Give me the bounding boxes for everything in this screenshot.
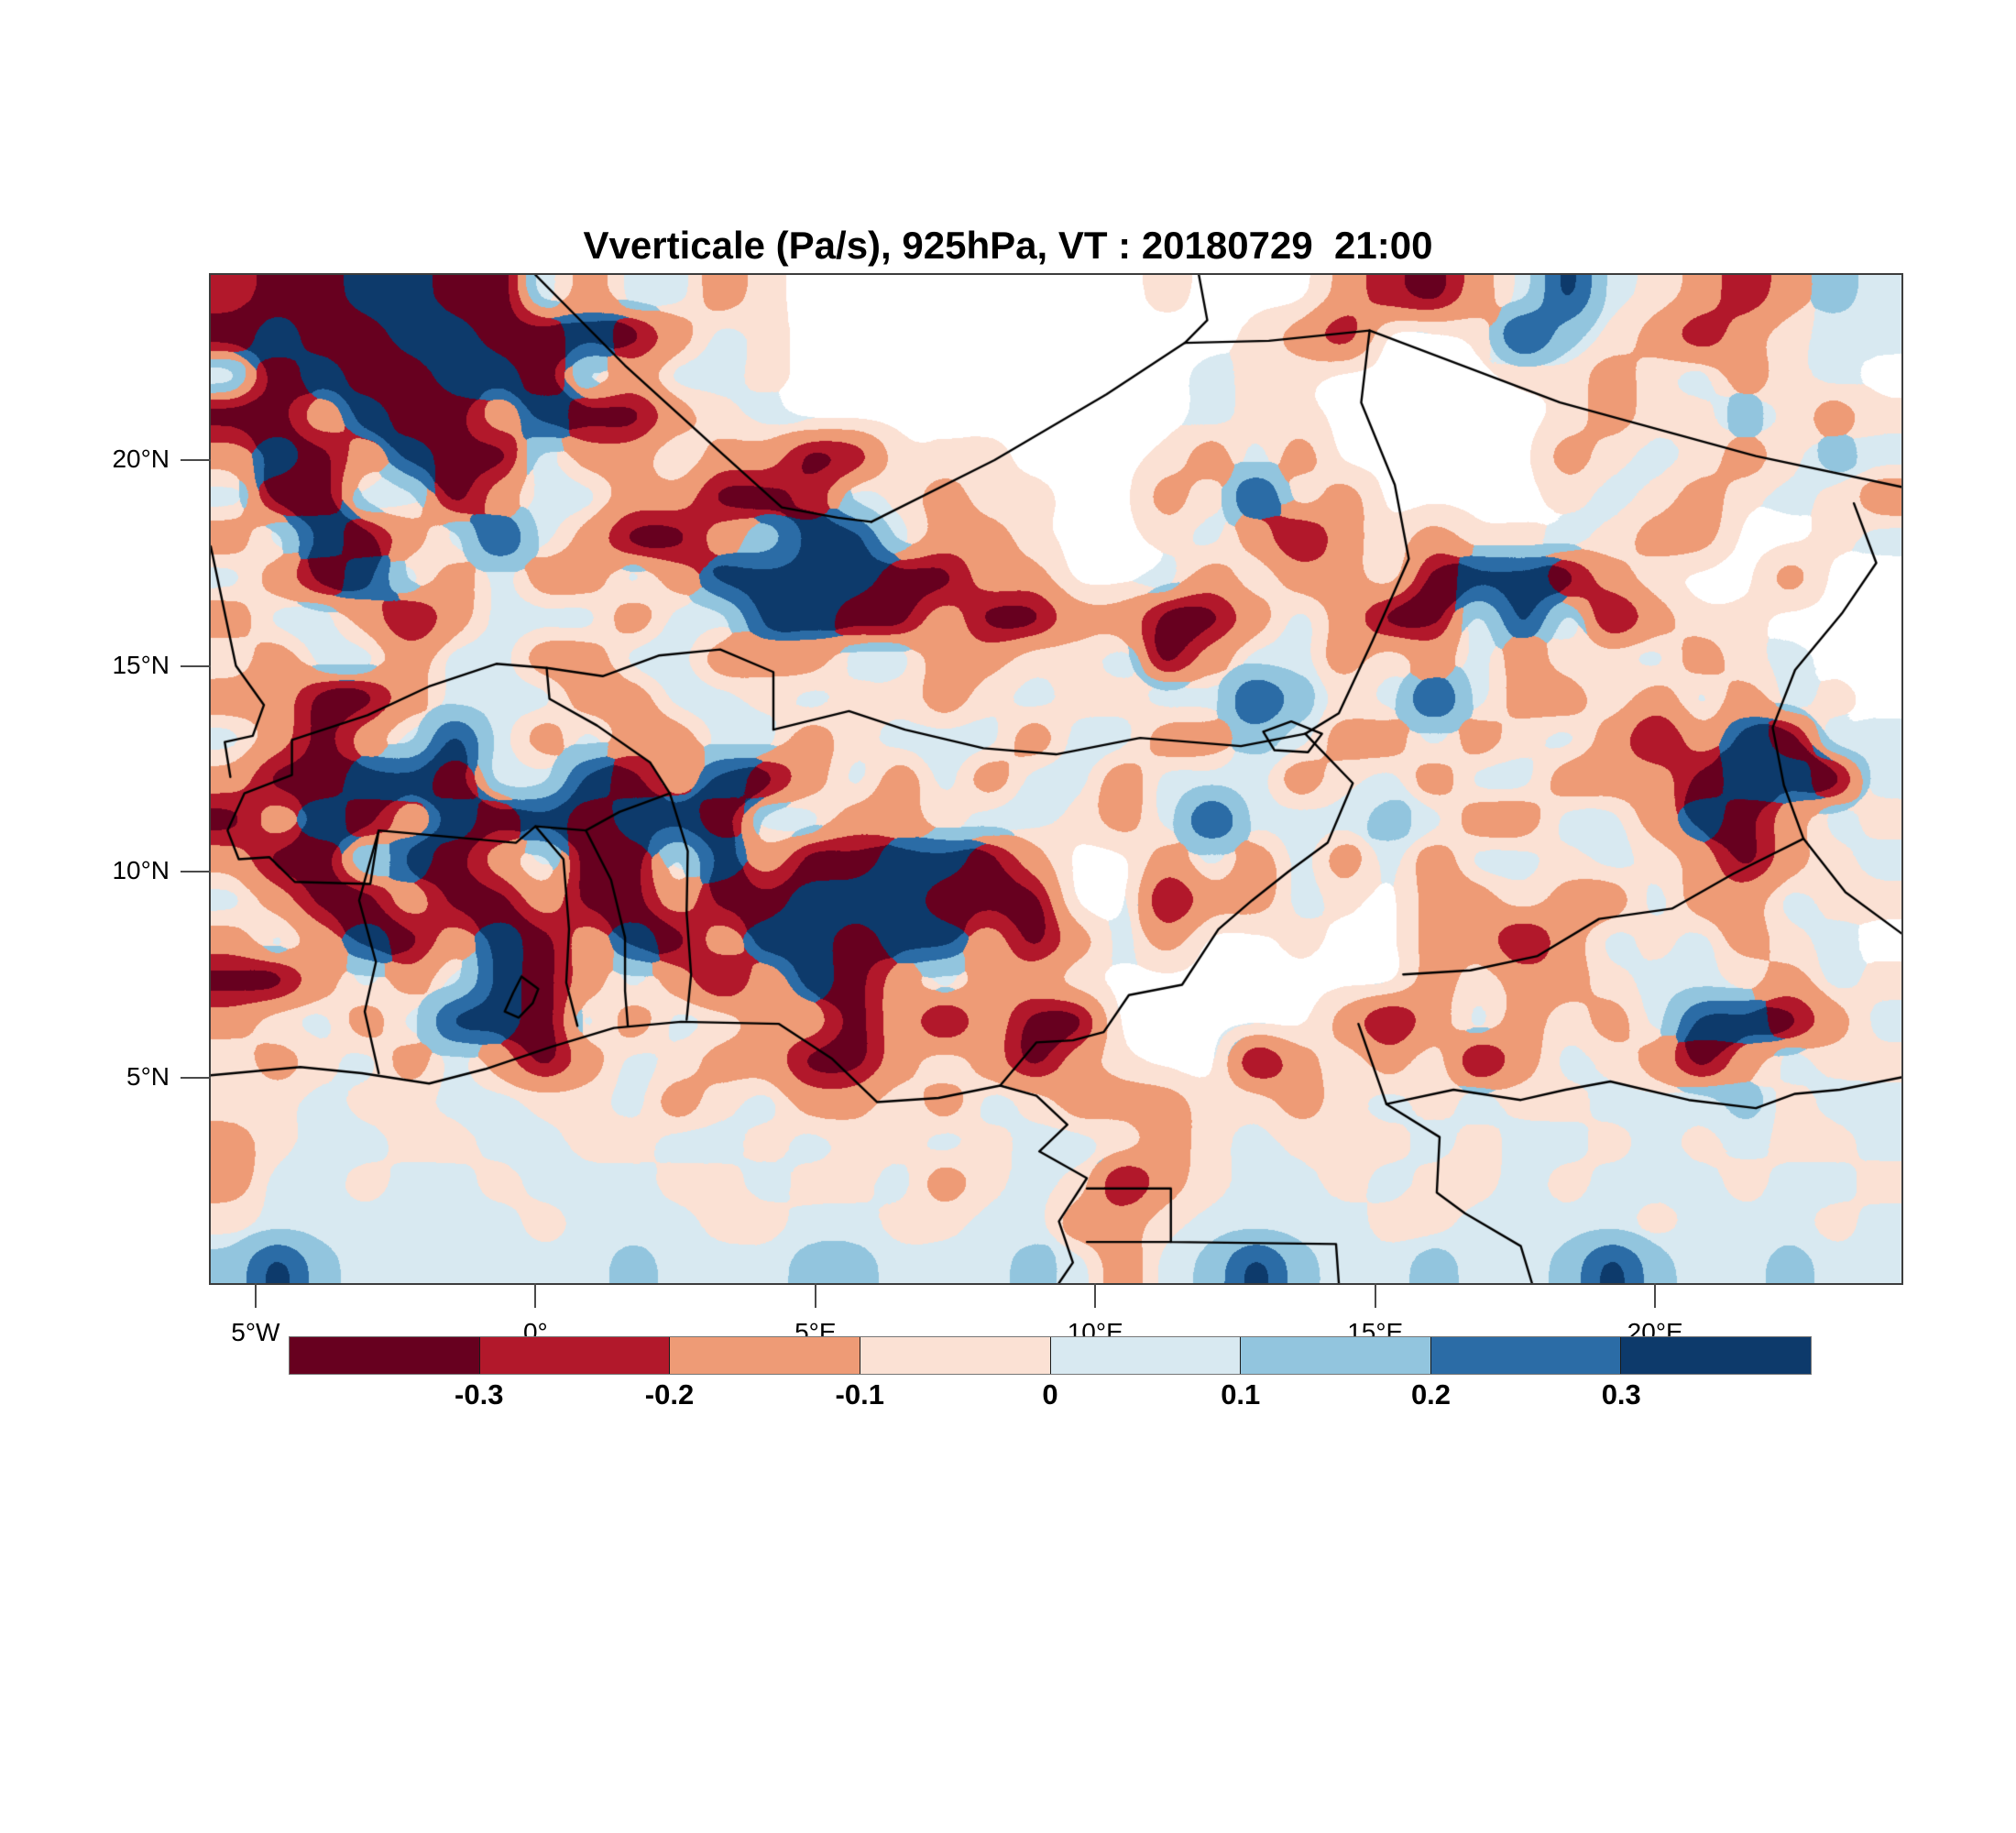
lon-tick-mark xyxy=(814,1283,816,1308)
lat-tick-label: 15°N xyxy=(112,650,170,679)
colorbar-segment xyxy=(1430,1337,1622,1374)
lat-tick-mark xyxy=(181,664,211,667)
colorbar-tick-label: -0.3 xyxy=(455,1378,504,1410)
lat-tick-mark xyxy=(181,1076,211,1079)
vertical-velocity-field-canvas xyxy=(211,275,1901,1283)
lon-tick-mark xyxy=(534,1283,537,1308)
colorbar-segment xyxy=(670,1337,860,1374)
colorbar-tick-label: -0.2 xyxy=(644,1378,695,1410)
plot-area xyxy=(211,275,1901,1283)
lat-tick-mark xyxy=(181,871,211,873)
lat-tick-label: 10°N xyxy=(112,856,170,885)
colorbar-tick-label: 0 xyxy=(1042,1378,1058,1410)
lon-tick-mark xyxy=(1094,1283,1097,1308)
colorbar-tick-label: 0.1 xyxy=(1221,1378,1261,1410)
lat-tick-label: 5°N xyxy=(126,1061,170,1091)
lon-tick-label: 5°W xyxy=(231,1318,280,1346)
colorbar xyxy=(289,1336,1812,1375)
colorbar-tick-label: 0.3 xyxy=(1601,1378,1641,1410)
lon-tick-mark xyxy=(1374,1283,1376,1308)
lon-tick-mark xyxy=(254,1283,257,1308)
colorbar-segment xyxy=(1621,1337,1811,1374)
lat-tick-mark xyxy=(181,459,211,462)
colorbar-segment xyxy=(1241,1337,1431,1374)
colorbar-segment xyxy=(479,1337,671,1374)
lon-tick-mark xyxy=(1654,1283,1657,1308)
colorbar-tick-label: -0.1 xyxy=(835,1378,884,1410)
colorbar-tick-label: 0.2 xyxy=(1410,1378,1452,1410)
lat-tick-label: 20°N xyxy=(112,445,170,474)
colorbar-segment xyxy=(860,1337,1051,1374)
colorbar-segment xyxy=(1050,1337,1242,1374)
plot-title: Vverticale (Pa/s), 925hPa, VT : 20180729… xyxy=(583,224,1433,267)
colorbar-segment xyxy=(290,1337,480,1374)
